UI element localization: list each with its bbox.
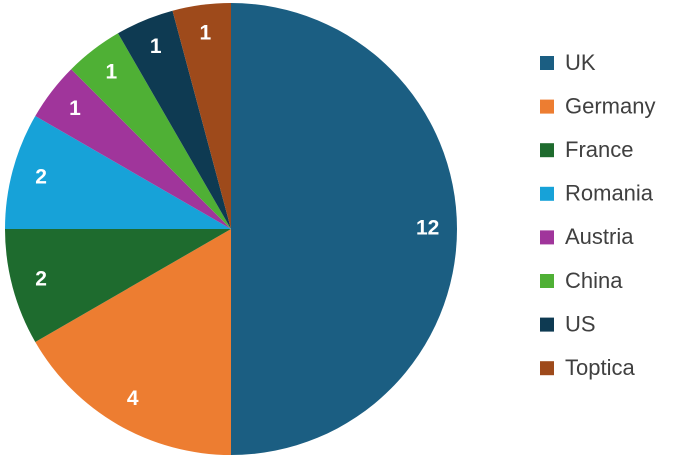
pie-slice xyxy=(172,3,231,229)
legend-label: UK xyxy=(565,50,596,75)
data-label: 1 xyxy=(150,35,162,58)
legend-swatch xyxy=(540,361,554,376)
legend-swatch xyxy=(540,56,554,70)
legend-label: US xyxy=(565,311,596,336)
legend-swatch xyxy=(540,99,554,114)
legend-label: China xyxy=(565,268,623,293)
pie-slice xyxy=(71,33,231,229)
legend-swatch xyxy=(540,143,554,158)
legend-swatch xyxy=(540,317,554,332)
pie-slice xyxy=(231,3,457,455)
data-label: 1 xyxy=(69,97,81,120)
data-label: 2 xyxy=(35,267,47,290)
pie-slice xyxy=(5,116,231,229)
legend-label: Austria xyxy=(565,224,634,249)
legend-swatch xyxy=(540,230,554,245)
legend-label: Romania xyxy=(565,181,654,206)
pie-slice xyxy=(35,229,231,455)
legend-swatch xyxy=(540,186,554,201)
pie-slice xyxy=(35,69,231,229)
data-label: 2 xyxy=(35,166,47,189)
legend-label: France xyxy=(565,137,633,162)
data-label: 1 xyxy=(105,61,117,84)
data-label: 12 xyxy=(416,217,439,240)
legend-swatch xyxy=(540,274,554,288)
pie-slice xyxy=(118,10,231,230)
legend-label: Germany xyxy=(565,93,655,118)
data-label: 4 xyxy=(127,387,139,410)
data-label: 1 xyxy=(199,22,211,45)
legend-label: Toptica xyxy=(565,355,635,380)
pie-slice xyxy=(5,229,231,342)
